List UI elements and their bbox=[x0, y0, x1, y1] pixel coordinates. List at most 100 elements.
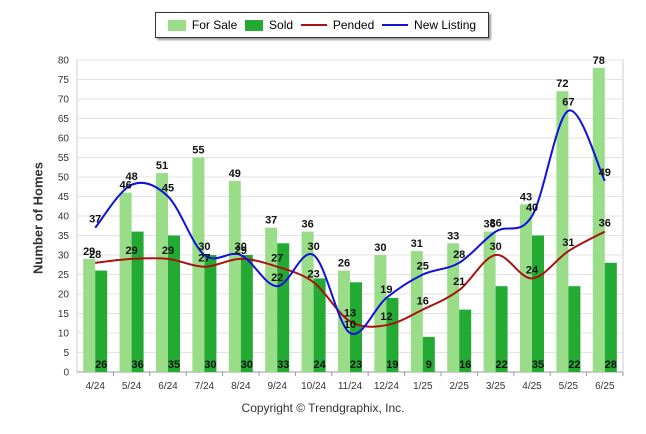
data-label-new-listing: 10 bbox=[344, 319, 356, 331]
data-label-sold: 36 bbox=[131, 359, 143, 371]
data-label-sold: 9 bbox=[426, 359, 432, 371]
bar-sold bbox=[386, 297, 399, 372]
legend-item-for-sale: For Sale bbox=[167, 18, 238, 32]
x-tick-label: 6/25 bbox=[595, 381, 615, 392]
y-tick-label: 80 bbox=[58, 56, 70, 67]
legend-label-sold: Sold bbox=[269, 18, 294, 32]
data-label-new-listing: 30 bbox=[307, 241, 319, 253]
y-tick-label: 70 bbox=[58, 95, 70, 106]
bar-sold bbox=[95, 270, 108, 372]
data-label-for-sale: 43 bbox=[520, 191, 532, 203]
bar-for-sale bbox=[520, 204, 532, 372]
bar-for-sale bbox=[447, 243, 460, 372]
data-label-sold: 33 bbox=[277, 359, 289, 371]
data-label-for-sale: 55 bbox=[192, 145, 204, 157]
legend-swatch-new-listing bbox=[382, 24, 409, 26]
line-new-listing bbox=[94, 109, 606, 335]
data-label-pended: 29 bbox=[235, 245, 247, 257]
data-label-pended: 12 bbox=[380, 311, 392, 323]
data-label-new-listing: 30 bbox=[235, 241, 247, 253]
y-tick-label: 0 bbox=[63, 368, 69, 379]
data-label-pended: 27 bbox=[271, 253, 283, 265]
data-label-for-sale: 36 bbox=[301, 219, 313, 231]
data-label-pended: 23 bbox=[307, 268, 319, 280]
legend-label-pended: Pended bbox=[332, 18, 375, 32]
data-label-sold: 26 bbox=[95, 359, 107, 371]
bar-for-sale bbox=[83, 258, 96, 372]
data-label-for-sale: 49 bbox=[229, 168, 241, 180]
data-label-new-listing: 30 bbox=[198, 241, 210, 253]
data-label-pended: 27 bbox=[198, 253, 210, 265]
bar-sold bbox=[459, 309, 472, 372]
legend-label-new-listing: New Listing bbox=[414, 18, 477, 32]
data-label-for-sale: 72 bbox=[556, 78, 568, 90]
y-tick-label: 50 bbox=[58, 173, 70, 184]
y-tick-label: 65 bbox=[58, 114, 70, 125]
data-label-pended: 21 bbox=[453, 276, 465, 288]
data-label-new-listing: 49 bbox=[599, 167, 611, 179]
data-label-for-sale: 26 bbox=[338, 258, 350, 270]
bar-for-sale bbox=[556, 91, 569, 372]
bar-sold bbox=[350, 282, 362, 372]
data-label-for-sale: 46 bbox=[119, 180, 131, 192]
y-tick-label: 25 bbox=[58, 270, 70, 281]
x-tick-label: 6/24 bbox=[158, 381, 178, 392]
x-tick-label: 12/24 bbox=[374, 381, 399, 392]
y-tick-label: 60 bbox=[58, 134, 70, 145]
data-label-for-sale: 31 bbox=[411, 238, 423, 250]
data-label-for-sale: 37 bbox=[265, 215, 277, 227]
y-tick-label: 10 bbox=[58, 329, 70, 340]
data-label-pended: 29 bbox=[162, 245, 174, 257]
bar-for-sale bbox=[265, 227, 278, 372]
y-tick-label: 5 bbox=[63, 348, 69, 359]
data-label-for-sale: 51 bbox=[156, 160, 168, 172]
y-tick-label: 55 bbox=[58, 153, 70, 164]
x-tick-label: 3/25 bbox=[486, 381, 506, 392]
data-label-new-listing: 37 bbox=[89, 214, 101, 226]
data-label-sold: 22 bbox=[568, 359, 580, 371]
legend-label-for-sale: For Sale bbox=[191, 18, 238, 32]
data-label-new-listing: 67 bbox=[562, 97, 574, 109]
bar-sold bbox=[604, 262, 617, 372]
y-tick-label: 30 bbox=[58, 251, 70, 262]
data-label-sold: 30 bbox=[204, 359, 216, 371]
line-pended bbox=[95, 230, 606, 328]
data-label-new-listing: 45 bbox=[162, 183, 174, 195]
data-label-pended: 28 bbox=[89, 249, 101, 261]
bar-for-sale bbox=[192, 157, 205, 372]
x-tick-label: 7/24 bbox=[195, 381, 215, 392]
data-label-sold: 16 bbox=[459, 359, 471, 371]
bar-sold bbox=[131, 231, 144, 372]
data-label-sold: 23 bbox=[350, 359, 362, 371]
copyright-text: Copyright © Trendgraphix, Inc. bbox=[241, 401, 405, 415]
data-label-for-sale: 29 bbox=[83, 246, 95, 258]
bar-sold bbox=[568, 286, 581, 372]
data-label-for-sale: 33 bbox=[447, 230, 459, 242]
x-tick-label: 5/25 bbox=[559, 381, 579, 392]
legend: For Sale Sold Pended New Listing bbox=[155, 12, 489, 38]
data-label-new-listing: 25 bbox=[417, 261, 429, 273]
bar-for-sale bbox=[374, 255, 387, 372]
y-tick-label: 15 bbox=[58, 309, 70, 320]
y-tick-label: 75 bbox=[58, 75, 70, 86]
legend-swatch-pended bbox=[300, 24, 327, 26]
bar-for-sale bbox=[483, 231, 496, 372]
bar-sold bbox=[532, 235, 544, 372]
bar-for-sale bbox=[338, 270, 350, 372]
data-label-for-sale: 78 bbox=[593, 55, 605, 67]
data-label-new-listing: 28 bbox=[453, 249, 465, 261]
x-tick-label: 2/25 bbox=[449, 381, 469, 392]
legend-swatch-for-sale bbox=[167, 19, 186, 31]
data-label-sold: 22 bbox=[495, 359, 507, 371]
legend-swatch-sold bbox=[245, 19, 264, 31]
data-label-sold: 28 bbox=[605, 359, 617, 371]
data-label-pended: 13 bbox=[344, 307, 356, 319]
bar-sold bbox=[277, 243, 290, 372]
bar-sold bbox=[422, 336, 435, 372]
data-label-pended: 30 bbox=[489, 241, 501, 253]
y-tick-label: 45 bbox=[58, 192, 70, 203]
data-label-new-listing: 48 bbox=[125, 171, 137, 183]
data-label-new-listing: 22 bbox=[271, 272, 283, 284]
x-tick-label: 4/24 bbox=[85, 381, 105, 392]
bar-sold bbox=[168, 235, 180, 372]
